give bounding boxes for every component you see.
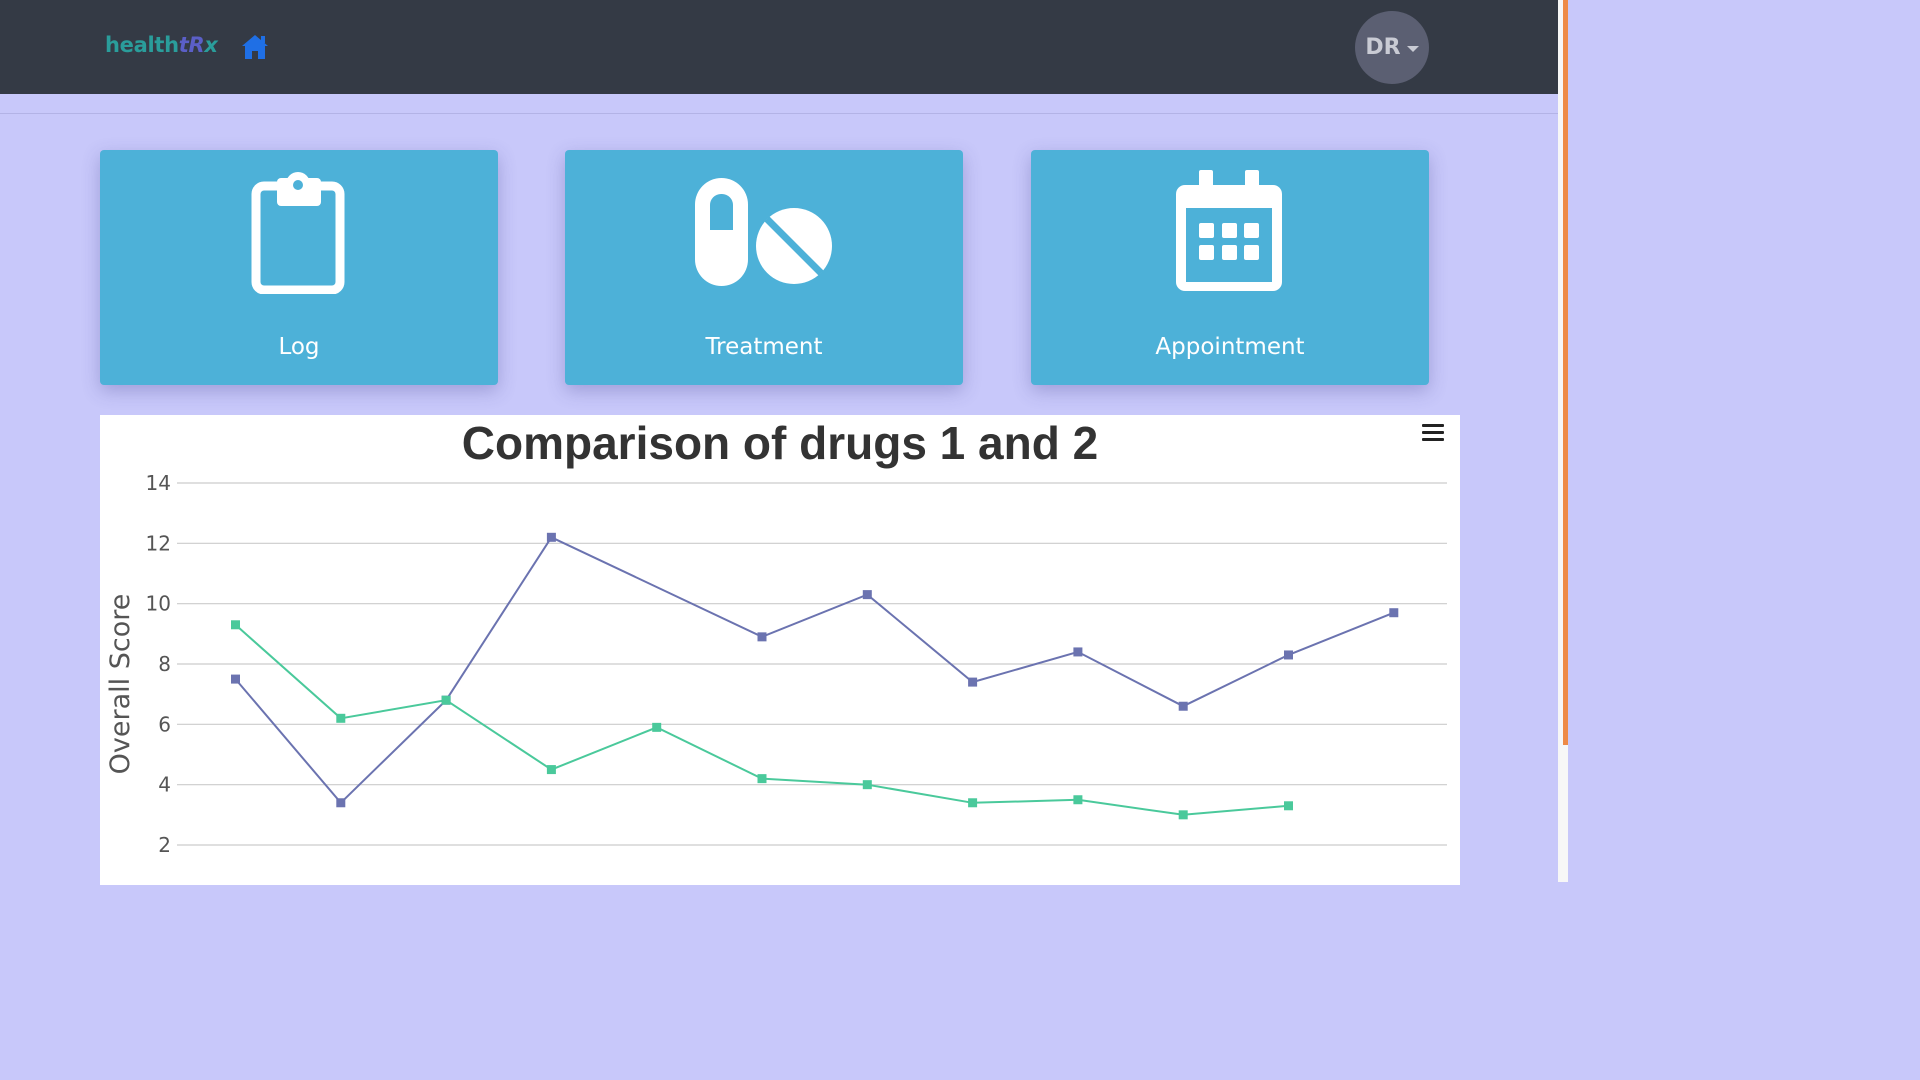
- page-scrollbar[interactable]: [1558, 0, 1568, 882]
- treatment-card[interactable]: Treatment: [565, 150, 963, 385]
- caret-down-icon: [1406, 45, 1419, 52]
- series-2-point-7: [862, 780, 872, 790]
- series-2-point-6: [757, 774, 767, 784]
- line-chart: Comparison of drugs 1 and 2 2 4 6 8 10 12 14 Ove…: [105, 417, 1447, 857]
- series-2-point-11: [1284, 801, 1293, 811]
- series-1-point-1: [231, 674, 240, 684]
- log-card[interactable]: Log: [100, 150, 498, 385]
- series-1-point-2: [336, 798, 346, 808]
- hamburger-menu-icon[interactable]: [1422, 424, 1444, 444]
- home-icon[interactable]: [240, 33, 270, 61]
- appointment-card[interactable]: Appointment: [1031, 150, 1429, 385]
- logo-text-x: x: [204, 33, 218, 57]
- section-divider: [0, 113, 1558, 114]
- series-2-point-3: [441, 695, 451, 705]
- logo-text-health: health: [105, 33, 179, 57]
- series-1-point-12: [1389, 608, 1399, 618]
- log-card-label: Log: [278, 334, 320, 360]
- chart-panel: Comparison of drugs 1 and 2 2 4 6 8 10 12 14 Ove…: [100, 415, 1460, 885]
- series-1-point-7: [862, 590, 872, 600]
- series-2-point-2: [336, 713, 346, 723]
- series-1-point-10: [1178, 701, 1188, 711]
- y-tick-label-14: 14: [146, 471, 171, 495]
- y-tick-label-2: 2: [158, 833, 171, 857]
- avatar-initials: DR: [1365, 35, 1401, 60]
- series-1-point-8: [968, 677, 978, 687]
- y-tick-label-12: 12: [146, 531, 171, 555]
- series-2-point-4: [546, 765, 556, 775]
- series-line-2: [234, 624, 1289, 816]
- y-axis-label: Overall Score: [105, 594, 136, 775]
- y-tick-label-4: 4: [158, 773, 171, 797]
- series-1-point-9: [1073, 647, 1083, 657]
- series-2-point-8: [968, 798, 978, 808]
- pills-icon: [695, 178, 832, 286]
- healthtrx-logo[interactable]: healthtRx: [105, 33, 218, 57]
- logo-text-tr: tR: [178, 33, 205, 57]
- series-2-point-9: [1073, 795, 1083, 805]
- calendar-icon: [1176, 170, 1282, 291]
- y-tick-label-10: 10: [146, 592, 171, 616]
- series-2-point-1: [231, 620, 240, 630]
- user-avatar-menu[interactable]: DR: [1355, 11, 1429, 84]
- series-1-point-4: [546, 532, 556, 542]
- series-2-point-10: [1178, 810, 1188, 820]
- y-tick-label-8: 8: [158, 652, 171, 676]
- scrollbar-thumb[interactable]: [1563, 0, 1568, 745]
- appointment-card-label: Appointment: [1155, 334, 1305, 360]
- chart-title: Comparison of drugs 1 and 2: [462, 417, 1098, 469]
- top-navbar: healthtRx DR: [0, 0, 1558, 94]
- series-1-point-11: [1284, 650, 1293, 660]
- y-tick-label-6: 6: [158, 712, 171, 736]
- treatment-card-label: Treatment: [705, 334, 823, 360]
- series-line-1: [234, 536, 1395, 805]
- series-2-point-5: [652, 722, 662, 732]
- clipboard-icon: [251, 172, 345, 294]
- series-1-point-6: [757, 632, 767, 642]
